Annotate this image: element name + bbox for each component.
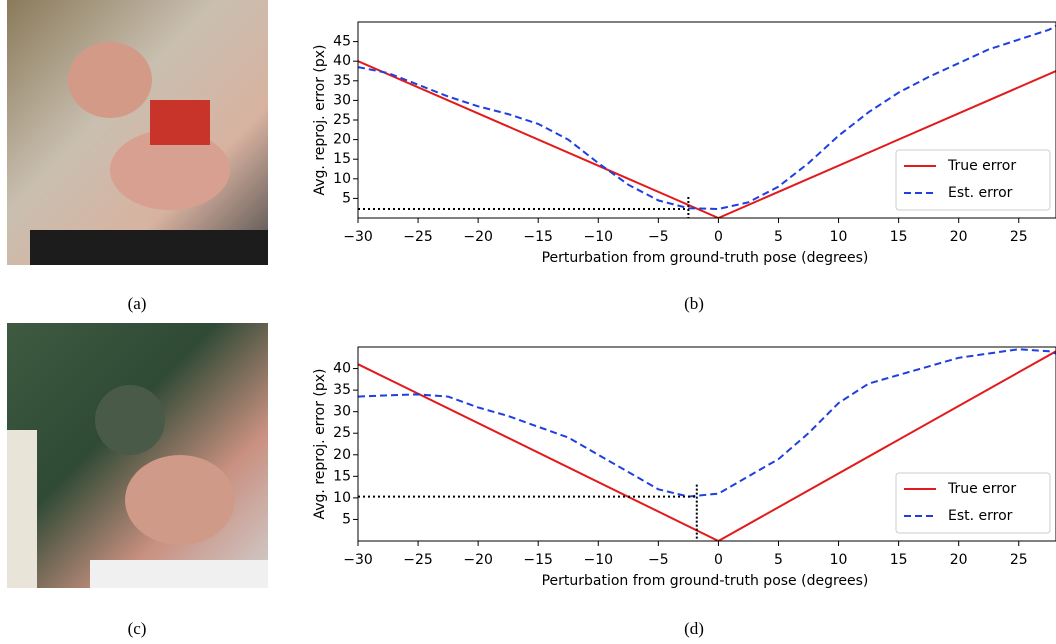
y-tick-label: 40 [333, 53, 351, 69]
y-tick-label: 25 [333, 112, 351, 128]
x-tick-label: 20 [950, 552, 968, 568]
legend-label: Est. error [948, 508, 1013, 524]
x-tick-label: 0 [714, 229, 723, 245]
x-tick-label: 10 [830, 229, 848, 245]
caption: (b) [684, 294, 704, 313]
y-tick-label: 20 [333, 132, 351, 148]
x-tick-label: 5 [774, 552, 783, 568]
x-tick-label: −30 [343, 552, 373, 568]
y-tick-label: 35 [333, 382, 351, 398]
y-tick-label: 10 [333, 490, 351, 506]
legend-label: Est. error [948, 185, 1013, 201]
x-tick-label: 15 [890, 229, 908, 245]
caption: (a) [128, 294, 147, 313]
x-tick-label: −30 [343, 229, 373, 245]
y-tick-label: 5 [342, 190, 351, 206]
caption: (d) [684, 619, 704, 638]
series-line [358, 348, 1056, 498]
x-tick-label: −20 [463, 229, 493, 245]
legend-label: True error [947, 158, 1016, 174]
axes-frame [357, 346, 1056, 542]
plot [358, 348, 1056, 541]
y-tick-label: 30 [333, 92, 351, 108]
y-tick-label: 10 [333, 171, 351, 187]
x-tick-label: 20 [950, 229, 968, 245]
plot [358, 25, 1056, 218]
y-axis-label: Avg. reproj. error (px) [312, 44, 328, 195]
photo-c [7, 323, 268, 588]
y-tick-label: 35 [333, 73, 351, 89]
y-tick-label: 15 [333, 151, 351, 167]
x-tick-label: −5 [648, 229, 669, 245]
x-tick-label: 5 [774, 229, 783, 245]
series-line [358, 25, 1056, 211]
y-axis-label: Avg. reproj. error (px) [312, 368, 328, 519]
x-tick-label: 25 [1010, 552, 1028, 568]
x-tick-label: −20 [463, 552, 493, 568]
x-tick-label: −25 [403, 552, 433, 568]
y-tick-label: 5 [342, 511, 351, 527]
series-line [358, 60, 1056, 218]
y-tick-label: 15 [333, 468, 351, 484]
x-tick-label: 0 [714, 552, 723, 568]
x-tick-label: −5 [648, 552, 669, 568]
legend-label: True error [947, 481, 1016, 497]
x-tick-label: 25 [1010, 229, 1028, 245]
x-tick-label: −15 [523, 552, 553, 568]
photo-a [7, 0, 268, 265]
x-tick-label: −10 [584, 229, 614, 245]
x-tick-label: −25 [403, 229, 433, 245]
x-tick-label: −15 [523, 229, 553, 245]
caption: (c) [128, 619, 147, 638]
y-tick-label: 30 [333, 404, 351, 420]
y-tick-label: 25 [333, 425, 351, 441]
x-axis-label: Perturbation from ground-truth pose (deg… [542, 250, 869, 266]
x-tick-label: 15 [890, 552, 908, 568]
x-tick-label: 10 [830, 552, 848, 568]
y-tick-label: 40 [333, 361, 351, 377]
x-tick-label: −10 [584, 552, 614, 568]
y-tick-label: 20 [333, 447, 351, 463]
y-tick-label: 45 [333, 34, 351, 50]
series-line [358, 350, 1056, 541]
x-axis-label: Perturbation from ground-truth pose (deg… [542, 573, 869, 589]
